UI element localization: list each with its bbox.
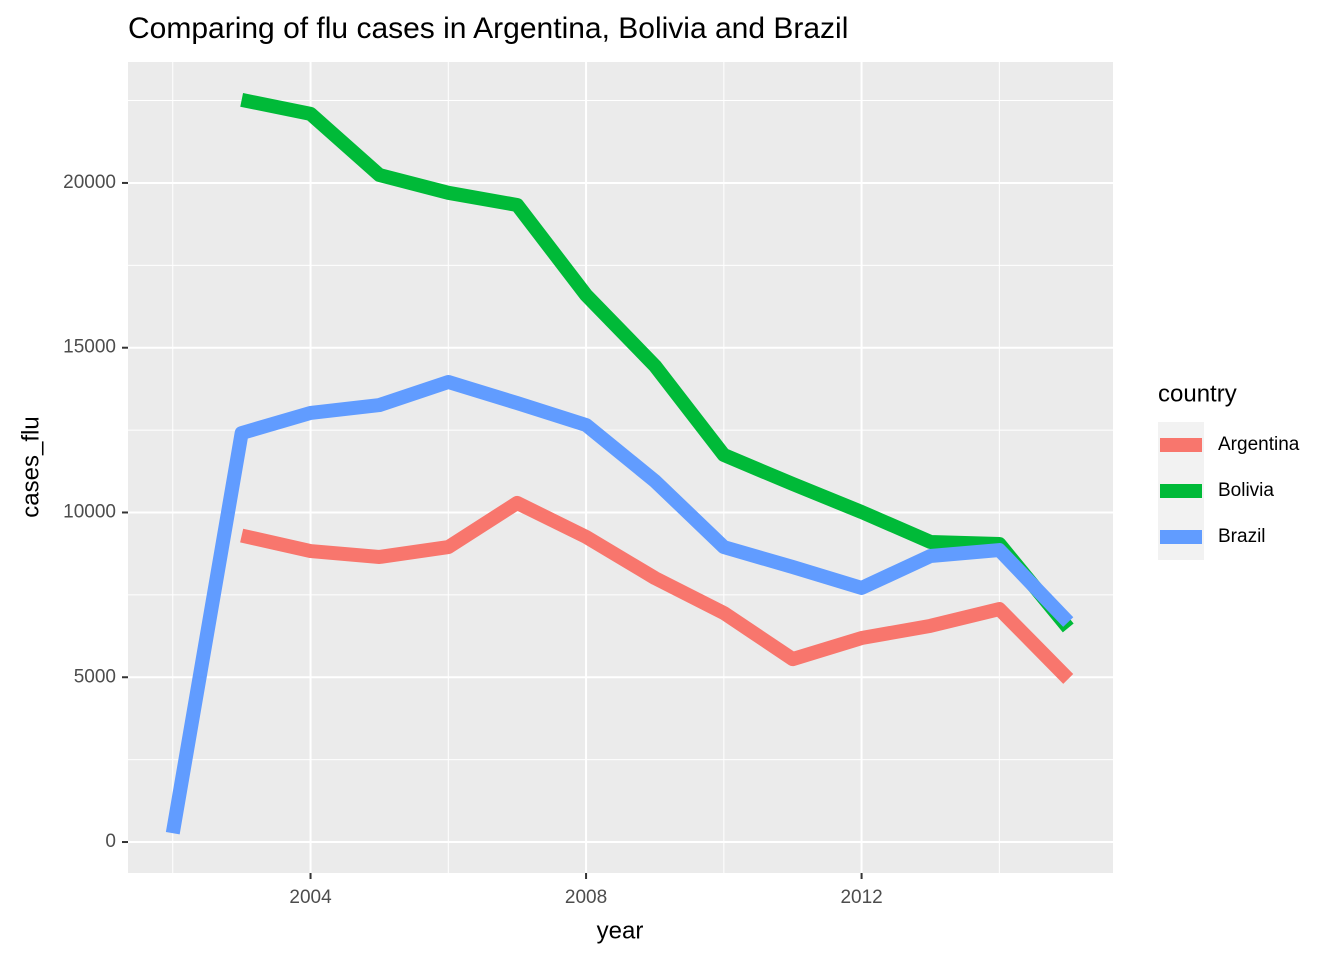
y-tick-label: 5000 (74, 666, 116, 687)
legend-label: Brazil (1218, 526, 1266, 547)
y-tick-label: 20000 (63, 172, 116, 193)
legend-label: Argentina (1218, 434, 1300, 455)
legend-title: country (1158, 380, 1237, 407)
panel (128, 62, 1113, 873)
chart-title: Comparing of flu cases in Argentina, Bol… (128, 12, 848, 45)
legend-label: Bolivia (1218, 480, 1274, 501)
y-axis-label: cases_flu (17, 416, 44, 517)
x-tick-label: 2004 (289, 887, 332, 908)
y-tick-label: 10000 (63, 501, 116, 522)
series-line (240, 93, 1074, 633)
x-axis-label: year (597, 917, 644, 944)
y-tick-label: 15000 (63, 337, 116, 358)
series-line (240, 495, 1074, 684)
x-tick-label: 2012 (840, 887, 882, 908)
x-tick-label: 2008 (565, 887, 607, 908)
y-tick-label: 0 (105, 831, 116, 852)
series-line (165, 374, 1074, 835)
